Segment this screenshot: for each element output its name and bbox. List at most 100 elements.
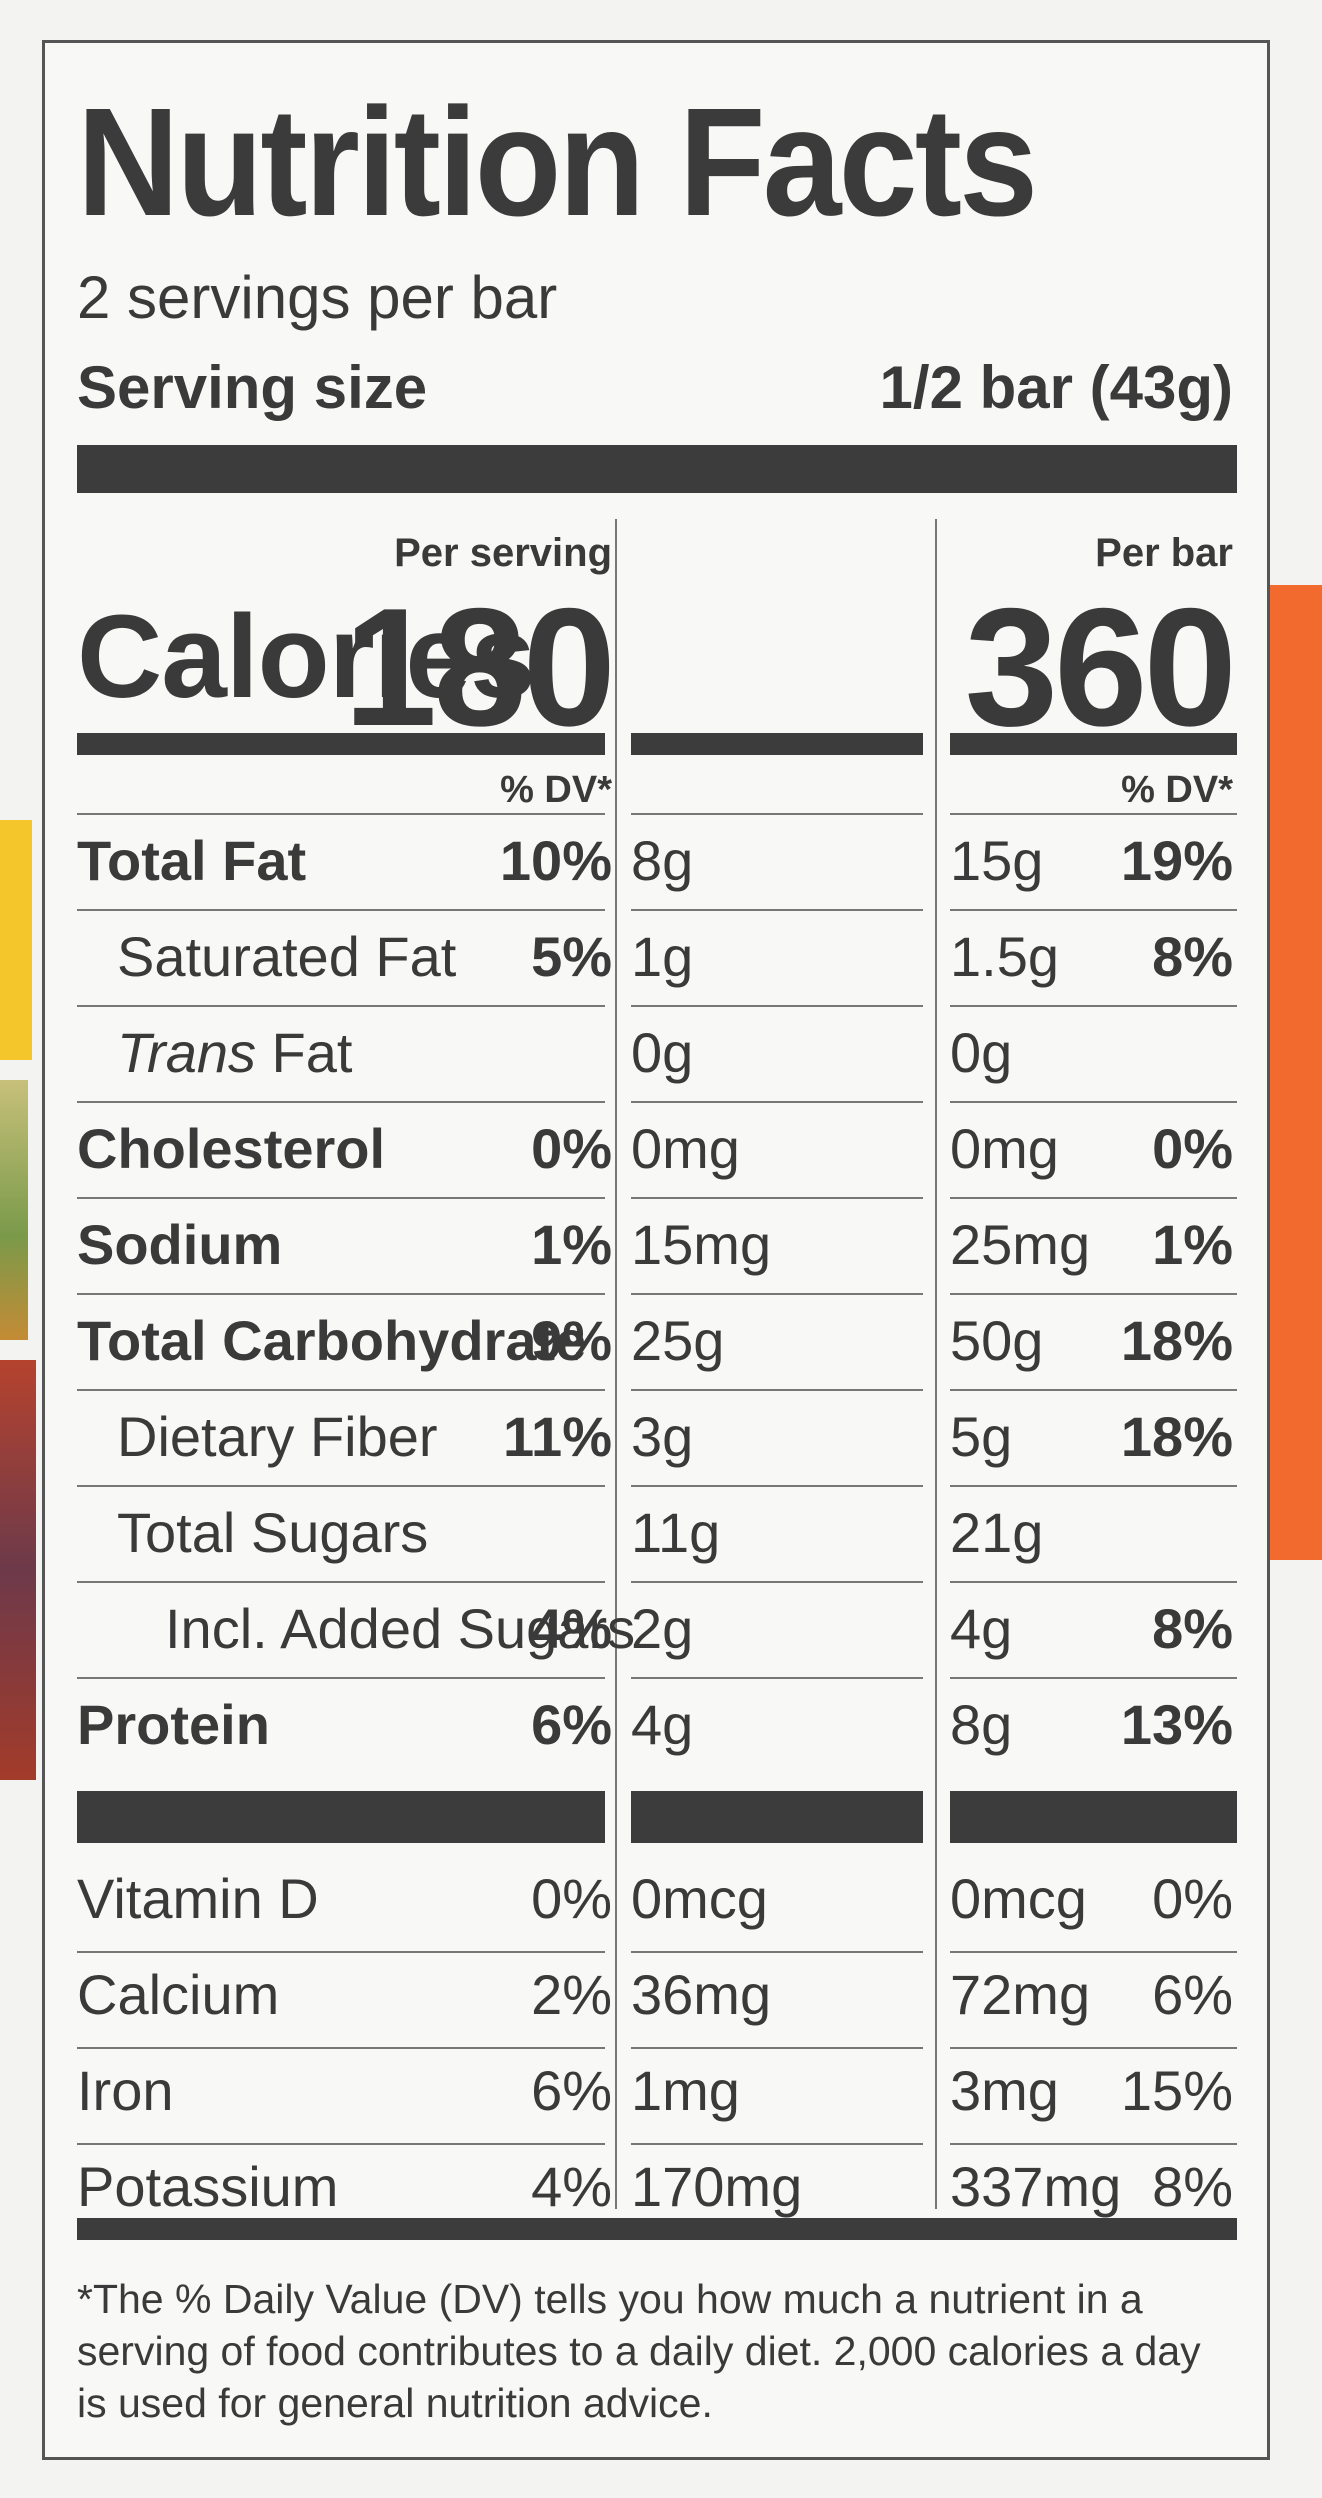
vitamin-rule-right: [950, 1951, 1237, 1953]
bar-amount: 8g: [950, 1693, 1013, 1756]
serving-amount: 8g: [631, 829, 694, 892]
row-rule-right: [950, 1197, 1237, 1199]
nutrient-label: Protein: [77, 1693, 270, 1756]
label-title: Nutrition Facts: [77, 76, 1038, 248]
package-berry-edge: [0, 1360, 36, 1780]
row-rule-right: [950, 909, 1237, 911]
serving-size-value: 1/2 bar (43g): [879, 354, 1233, 421]
vitamin-bar-amount: 0mcg: [950, 1867, 1087, 1930]
bar-dv: 19%: [1120, 829, 1233, 892]
serving-dv: 5%: [531, 925, 612, 988]
serving-amount: 0mg: [631, 1117, 740, 1180]
nutrition-facts-label: Nutrition Facts 2 servings per bar Servi…: [42, 40, 1270, 2460]
servings-per-container: 2 servings per bar: [77, 264, 558, 331]
serving-amount: 1g: [631, 925, 694, 988]
calories-per-bar: 360: [964, 573, 1237, 761]
vitamin-serving-dv: 0%: [531, 1867, 612, 1930]
vitamin-rule-right: [950, 2143, 1237, 2145]
bar-dv: 8%: [1152, 925, 1233, 988]
vitamin-rule-mid: [631, 1791, 923, 1843]
vitamin-label: Potassium: [77, 2155, 339, 2218]
thick-rule-top: [77, 445, 1237, 493]
vitamin-bar-amount: 72mg: [950, 1963, 1091, 2026]
row-rule-right: [950, 1005, 1237, 1007]
vitamin-rule-left: [77, 1791, 605, 1843]
row-rule-right: [950, 1101, 1237, 1103]
vitamin-label: Calcium: [77, 1963, 280, 2026]
vitamin-rule-left: [77, 2047, 605, 2049]
bar-amount: 5g: [950, 1405, 1013, 1468]
bar-amount: 21g: [950, 1501, 1044, 1564]
vitamin-serving-amount: 1mg: [631, 2059, 740, 2122]
serving-amount: 2g: [631, 1597, 694, 1660]
serving-amount: 4g: [631, 1693, 694, 1756]
vitamin-rule-mid: [631, 1951, 923, 1953]
row-rule-mid: [631, 1485, 923, 1487]
package-fruit-edge: [0, 1080, 28, 1340]
column-divider-2: [935, 519, 937, 2209]
row-rule-mid: [631, 813, 923, 815]
row-rule-left: [77, 1293, 605, 1295]
package-orange-stripe: [1270, 585, 1322, 1560]
serving-dv: 0%: [531, 1117, 612, 1180]
serving-amount: 15mg: [631, 1213, 772, 1276]
vitamin-serving-amount: 170mg: [631, 2155, 803, 2218]
calories-rule-right: [950, 733, 1237, 755]
bar-amount: 1.5g: [950, 925, 1059, 988]
bar-dv: 0%: [1152, 1117, 1233, 1180]
vitamin-rule-mid: [631, 2047, 923, 2049]
row-rule-right: [950, 813, 1237, 815]
calories-label: Calories: [77, 591, 536, 723]
vitamin-label: Iron: [77, 2059, 174, 2122]
nutrient-label: Trans Fat: [117, 1025, 352, 1081]
bar-amount: 25mg: [950, 1213, 1091, 1276]
row-rule-mid: [631, 1581, 923, 1583]
vitamin-serving-dv: 2%: [531, 1963, 612, 2026]
nutrient-label: Total Fat: [77, 829, 307, 892]
row-rule-left: [77, 1101, 605, 1103]
vitamin-rule-mid: [631, 2143, 923, 2145]
calories-rule-mid: [631, 733, 923, 755]
row-rule-mid: [631, 1197, 923, 1199]
nutrient-label-italic: Trans: [117, 1021, 256, 1084]
row-rule-left: [77, 1005, 605, 1007]
calories-rule-left: [77, 733, 605, 755]
row-rule-right: [950, 1389, 1237, 1391]
row-rule-mid: [631, 1293, 923, 1295]
serving-size-label: Serving size: [77, 354, 428, 421]
vitamin-bar-dv: 0%: [1152, 1867, 1233, 1930]
package-yellow-edge: [0, 820, 32, 1060]
nutrient-label: Dietary Fiber: [117, 1405, 438, 1468]
nutrient-label-rest: Fat: [256, 1021, 353, 1084]
vitamin-bar-dv: 15%: [1120, 2059, 1233, 2122]
bar-amount: 50g: [950, 1309, 1044, 1372]
vitamin-serving-amount: 36mg: [631, 1963, 772, 2026]
row-rule-left: [77, 1389, 605, 1391]
serving-dv: 4%: [531, 1597, 612, 1660]
footnote: *The % Daily Value (DV) tells you how mu…: [77, 2276, 1201, 2426]
bar-dv: 13%: [1120, 1693, 1233, 1756]
serving-dv: 6%: [531, 1693, 612, 1756]
dv-heading-bar: % DV*: [1121, 769, 1233, 811]
bar-dv: 18%: [1120, 1405, 1233, 1468]
serving-amount: 25g: [631, 1309, 725, 1372]
vitamin-rule-left: [77, 2143, 605, 2145]
per-serving-heading: Per serving: [394, 531, 612, 575]
row-rule-left: [77, 1677, 605, 1679]
vitamin-serving-dv: 6%: [531, 2059, 612, 2122]
nutrient-label: Sodium: [77, 1213, 283, 1276]
bar-dv: 8%: [1152, 1597, 1233, 1660]
nutrient-label: Saturated Fat: [117, 925, 457, 988]
row-rule-left: [77, 909, 605, 911]
row-rule-right: [950, 1485, 1237, 1487]
vitamin-serving-dv: 4%: [531, 2155, 612, 2218]
vitamin-bar-dv: 6%: [1152, 1963, 1233, 2026]
serving-amount: 3g: [631, 1405, 694, 1468]
row-rule-left: [77, 1581, 605, 1583]
serving-amount: 11g: [631, 1501, 721, 1564]
serving-amount: 0g: [631, 1021, 694, 1084]
row-rule-right: [950, 1581, 1237, 1583]
row-rule-right: [950, 1677, 1237, 1679]
vitamin-bar-amount: 3mg: [950, 2059, 1059, 2122]
bar-dv: 1%: [1152, 1213, 1233, 1276]
